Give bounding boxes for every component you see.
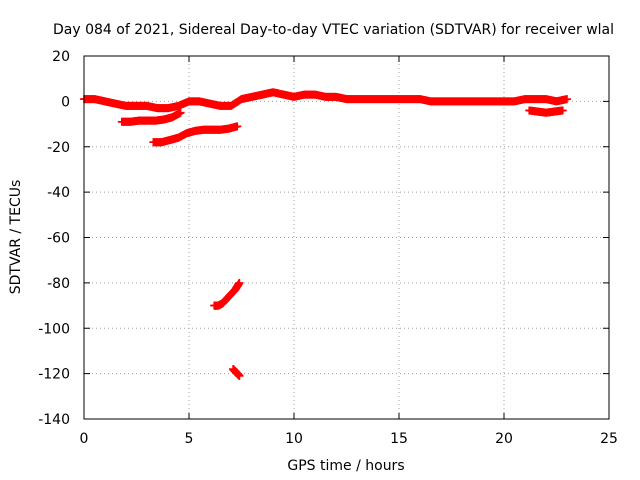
data-point — [176, 108, 185, 117]
x-tick-label: 15 — [390, 431, 408, 447]
series-arc-e — [229, 365, 244, 380]
data-point — [233, 122, 242, 131]
x-tick-label: 25 — [600, 431, 618, 447]
x-tick-label: 0 — [80, 431, 89, 447]
series-arc-b — [149, 122, 242, 147]
y-axis-title: SDTVAR / TECUs — [8, 180, 24, 295]
data-point — [558, 106, 567, 115]
chart-title: Day 084 of 2021, Sidereal Day-to-day VTE… — [53, 22, 614, 38]
series-arc-a — [117, 108, 185, 126]
y-tick-label: -40 — [47, 185, 70, 201]
y-tick-label: -20 — [47, 140, 70, 156]
x-tick-label: 20 — [495, 431, 513, 447]
x-axis-title: GPS time / hours — [287, 458, 404, 474]
y-tick-label: -140 — [38, 412, 70, 428]
y-tick-label: -60 — [47, 231, 70, 247]
grid — [84, 56, 609, 419]
y-tick-label: -100 — [38, 321, 70, 337]
y-tick-label: 0 — [61, 94, 70, 110]
x-tick-label: 10 — [285, 431, 303, 447]
plot-frame — [83, 55, 610, 420]
y-tick-label: 20 — [52, 49, 70, 65]
series-arc-c — [525, 106, 567, 117]
y-tick-label: -120 — [38, 367, 70, 383]
series-arc-main — [80, 88, 571, 113]
x-tick-label: 5 — [185, 431, 194, 447]
series-arc-d — [210, 278, 244, 310]
tick-labels: 0 5 10 15 20 25 -140 -120 -100 -80 -60 -40 -20 0 20 — [38, 49, 618, 447]
data-point — [235, 278, 244, 287]
data-point — [563, 95, 571, 104]
data-point — [235, 371, 244, 380]
y-tick-label: -80 — [47, 276, 70, 292]
data-marks — [80, 88, 571, 380]
